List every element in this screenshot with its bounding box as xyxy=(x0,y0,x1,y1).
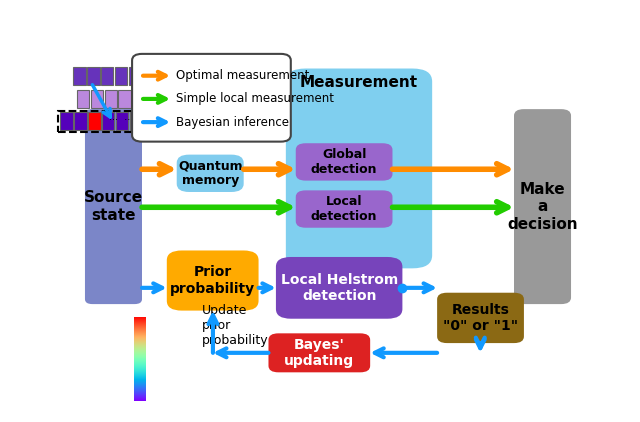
FancyBboxPatch shape xyxy=(177,154,244,192)
Text: Measurement: Measurement xyxy=(300,75,418,90)
FancyBboxPatch shape xyxy=(87,67,100,85)
FancyBboxPatch shape xyxy=(167,251,259,311)
FancyBboxPatch shape xyxy=(296,143,392,181)
FancyBboxPatch shape xyxy=(101,67,113,85)
Text: Bayesian inference: Bayesian inference xyxy=(176,116,289,129)
FancyBboxPatch shape xyxy=(118,89,131,108)
Text: Optimal measurement: Optimal measurement xyxy=(176,69,310,82)
Text: Update
prior
probability: Update prior probability xyxy=(202,304,268,347)
FancyBboxPatch shape xyxy=(102,112,115,130)
FancyBboxPatch shape xyxy=(104,89,117,108)
FancyBboxPatch shape xyxy=(286,68,432,268)
FancyBboxPatch shape xyxy=(514,109,571,304)
FancyBboxPatch shape xyxy=(85,109,142,304)
FancyBboxPatch shape xyxy=(437,293,524,343)
Text: Simple local measurement: Simple local measurement xyxy=(176,92,334,106)
Text: Local Helstrom
detection: Local Helstrom detection xyxy=(280,273,398,303)
Text: Quantum
memory: Quantum memory xyxy=(178,159,243,187)
Text: Prior
probability: Prior probability xyxy=(170,265,255,296)
Text: Source
state: Source state xyxy=(84,190,143,223)
FancyBboxPatch shape xyxy=(74,67,86,85)
Text: Bayes'
updating: Bayes' updating xyxy=(284,338,355,368)
FancyBboxPatch shape xyxy=(115,67,127,85)
FancyBboxPatch shape xyxy=(269,333,370,372)
FancyBboxPatch shape xyxy=(116,112,129,130)
Text: Results
"0" or "1": Results "0" or "1" xyxy=(443,303,518,333)
Text: Global
detection: Global detection xyxy=(311,148,378,176)
Text: Make
a
decision: Make a decision xyxy=(508,182,578,232)
FancyBboxPatch shape xyxy=(74,112,86,130)
FancyBboxPatch shape xyxy=(91,89,103,108)
FancyBboxPatch shape xyxy=(276,257,403,319)
FancyBboxPatch shape xyxy=(296,190,392,228)
FancyBboxPatch shape xyxy=(77,89,89,108)
FancyBboxPatch shape xyxy=(129,67,141,85)
Text: Local
detection: Local detection xyxy=(311,195,378,223)
FancyBboxPatch shape xyxy=(130,112,142,130)
FancyBboxPatch shape xyxy=(88,112,100,130)
Text: ...  ...: ... ... xyxy=(109,112,133,122)
FancyBboxPatch shape xyxy=(132,54,291,142)
FancyBboxPatch shape xyxy=(60,112,73,130)
